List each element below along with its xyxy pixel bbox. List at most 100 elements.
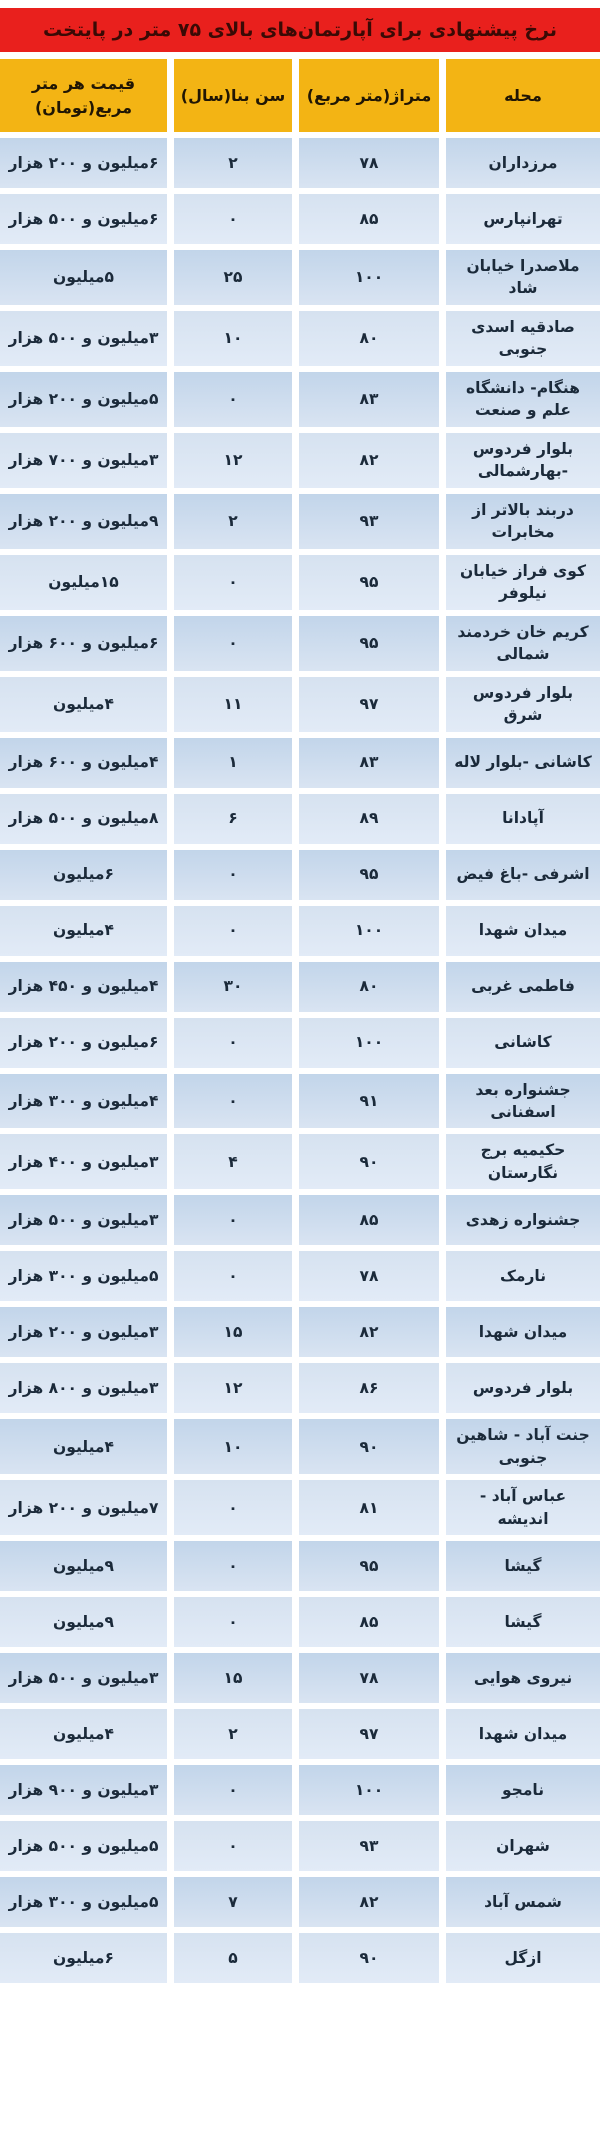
table-cell-neighborhood: میدان شهدا [446,905,600,956]
table-cell-price-per-sqm: ۳میلیون و ۵۰۰ هزار [0,1195,167,1246]
table-cell-area-sqm: ۹۵ [299,849,439,900]
table-cell-neighborhood: جشنواره بعد اسفنانی [446,1073,600,1129]
table-cell-price-per-sqm: ۵میلیون و ۲۰۰ هزار [0,371,167,427]
table-cell-price-per-sqm: ۶میلیون و ۶۰۰ هزار [0,615,167,671]
table-cell-building-age: ۰ [174,1765,292,1816]
table-cell-building-age: ۱۵ [174,1653,292,1704]
table-cell-price-per-sqm: ۶میلیون و ۲۰۰ هزار [0,138,167,188]
table-cell-price-per-sqm: ۶میلیون و ۵۰۰ هزار [0,194,167,244]
table-cell-area-sqm: ۸۲ [299,1307,439,1358]
table-cell-building-age: ۱۱ [174,676,292,732]
table-cell-price-per-sqm: ۴میلیون [0,1709,167,1760]
column-header-price-per-sqm: قیمت هر متر مربع(تومان) [0,59,167,132]
table-cell-neighborhood: کاشانی [446,1017,600,1068]
table-cell-area-sqm: ۹۵ [299,554,439,610]
table-cell-price-per-sqm: ۴میلیون [0,905,167,956]
table-cell-neighborhood: گیشا [446,1597,600,1648]
table-cell-area-sqm: ۸۵ [299,194,439,244]
table-cell-price-per-sqm: ۳میلیون و ۹۰۰ هزار [0,1765,167,1816]
table-cell-building-age: ۲ [174,1709,292,1760]
column-header-neighborhood: محله [446,59,600,132]
table-cell-neighborhood: کریم خان خردمند شمالی [446,615,600,671]
table-cell-neighborhood: اشرفی -باغ فیض [446,849,600,900]
table-cell-price-per-sqm: ۳میلیون و ۲۰۰ هزار [0,1307,167,1358]
table-cell-building-age: ۰ [174,1821,292,1872]
table-cell-neighborhood: مرزداران [446,138,600,188]
table-cell-neighborhood: دربند بالاتر از مخابرات [446,493,600,549]
table-cell-area-sqm: ۹۰ [299,1419,439,1475]
table-cell-building-age: ۰ [174,849,292,900]
table-cell-building-age: ۰ [174,1541,292,1592]
table-cell-area-sqm: ۹۳ [299,1821,439,1872]
table-cell-neighborhood: گیشا [446,1541,600,1592]
price-table-graphic: نرخ پیشنهادی برای آپارتمان‌های بالای ۷۵ … [0,8,600,1984]
table-cell-price-per-sqm: ۶میلیون و ۲۰۰ هزار [0,1017,167,1068]
table-cell-building-age: ۰ [174,1073,292,1129]
table-cell-building-age: ۱۰ [174,310,292,366]
table-cell-neighborhood: جنت آباد - شاهین جنوبی [446,1419,600,1475]
table-cell-building-age: ۰ [174,615,292,671]
table-cell-building-age: ۲ [174,493,292,549]
table-cell-neighborhood: شهران [446,1821,600,1872]
table-cell-area-sqm: ۹۰ [299,1933,439,1984]
table-cell-price-per-sqm: ۴میلیون و ۳۰۰ هزار [0,1073,167,1129]
table-cell-building-age: ۰ [174,1597,292,1648]
column-header-building-age: سن بنا(سال) [174,59,292,132]
table-cell-building-age: ۰ [174,371,292,427]
table-cell-building-age: ۱ [174,737,292,788]
table-cell-building-age: ۱۵ [174,1307,292,1358]
table-cell-price-per-sqm: ۵میلیون و ۵۰۰ هزار [0,1821,167,1872]
table-cell-neighborhood: نامجو [446,1765,600,1816]
table-cell-area-sqm: ۹۱ [299,1073,439,1129]
table-cell-price-per-sqm: ۸میلیون و ۵۰۰ هزار [0,793,167,844]
table-cell-building-age: ۰ [174,194,292,244]
table-cell-area-sqm: ۹۷ [299,676,439,732]
table-cell-building-age: ۱۲ [174,1363,292,1414]
table-cell-building-age: ۰ [174,1480,292,1536]
table-cell-area-sqm: ۹۷ [299,1709,439,1760]
table-cell-neighborhood: ازگل [446,1933,600,1984]
table-cell-neighborhood: کوی فراز خیابان نیلوفر [446,554,600,610]
table-cell-area-sqm: ۱۰۰ [299,905,439,956]
table-cell-area-sqm: ۸۱ [299,1480,439,1536]
table-cell-price-per-sqm: ۳میلیون و ۸۰۰ هزار [0,1363,167,1414]
table-cell-price-per-sqm: ۶میلیون [0,1933,167,1984]
table-cell-neighborhood: فاطمی غربی [446,961,600,1012]
table-cell-building-age: ۱۰ [174,1419,292,1475]
table-cell-building-age: ۰ [174,1251,292,1302]
table-cell-price-per-sqm: ۹میلیون و ۲۰۰ هزار [0,493,167,549]
table-cell-building-age: ۰ [174,554,292,610]
table-cell-area-sqm: ۹۰ [299,1134,439,1190]
table-cell-price-per-sqm: ۵میلیون و ۳۰۰ هزار [0,1877,167,1928]
table-cell-neighborhood: ملاصدرا خیابان شاد [446,250,600,305]
table-cell-neighborhood: میدان شهدا [446,1307,600,1358]
table-cell-neighborhood: بلوار فردوس [446,1363,600,1414]
table-cell-neighborhood: شمس آباد [446,1877,600,1928]
table-cell-neighborhood: آپادانا [446,793,600,844]
page-title: نرخ پیشنهادی برای آپارتمان‌های بالای ۷۵ … [0,8,600,52]
table-cell-area-sqm: ۸۰ [299,310,439,366]
table-cell-price-per-sqm: ۴میلیون و ۴۵۰ هزار [0,961,167,1012]
table-cell-area-sqm: ۸۳ [299,737,439,788]
table-cell-area-sqm: ۸۵ [299,1195,439,1246]
table-cell-price-per-sqm: ۴میلیون و ۶۰۰ هزار [0,737,167,788]
table-cell-area-sqm: ۹۵ [299,1541,439,1592]
table-cell-price-per-sqm: ۵میلیون [0,250,167,305]
table-cell-neighborhood: نیروی هوایی [446,1653,600,1704]
table-cell-neighborhood: حکیمیه برج نگارستان [446,1134,600,1190]
table-cell-neighborhood: بلوار فردوس شرق [446,676,600,732]
table-cell-price-per-sqm: ۷میلیون و ۲۰۰ هزار [0,1480,167,1536]
table-cell-neighborhood: جشنواره زهدی [446,1195,600,1246]
table-cell-building-age: ۰ [174,1195,292,1246]
table-cell-area-sqm: ۸۳ [299,371,439,427]
table-cell-area-sqm: ۸۶ [299,1363,439,1414]
table-cell-building-age: ۵ [174,1933,292,1984]
apartments-price-table: محله متراژ(متر مربع) سن بنا(سال) قیمت هر مت… [0,59,600,1984]
table-cell-area-sqm: ۱۰۰ [299,1017,439,1068]
table-cell-price-per-sqm: ۴میلیون [0,676,167,732]
table-cell-building-age: ۲ [174,138,292,188]
table-cell-neighborhood: صادقیه اسدی جنوبی [446,310,600,366]
table-cell-price-per-sqm: ۹میلیون [0,1597,167,1648]
table-cell-price-per-sqm: ۴میلیون [0,1419,167,1475]
table-cell-area-sqm: ۸۵ [299,1597,439,1648]
